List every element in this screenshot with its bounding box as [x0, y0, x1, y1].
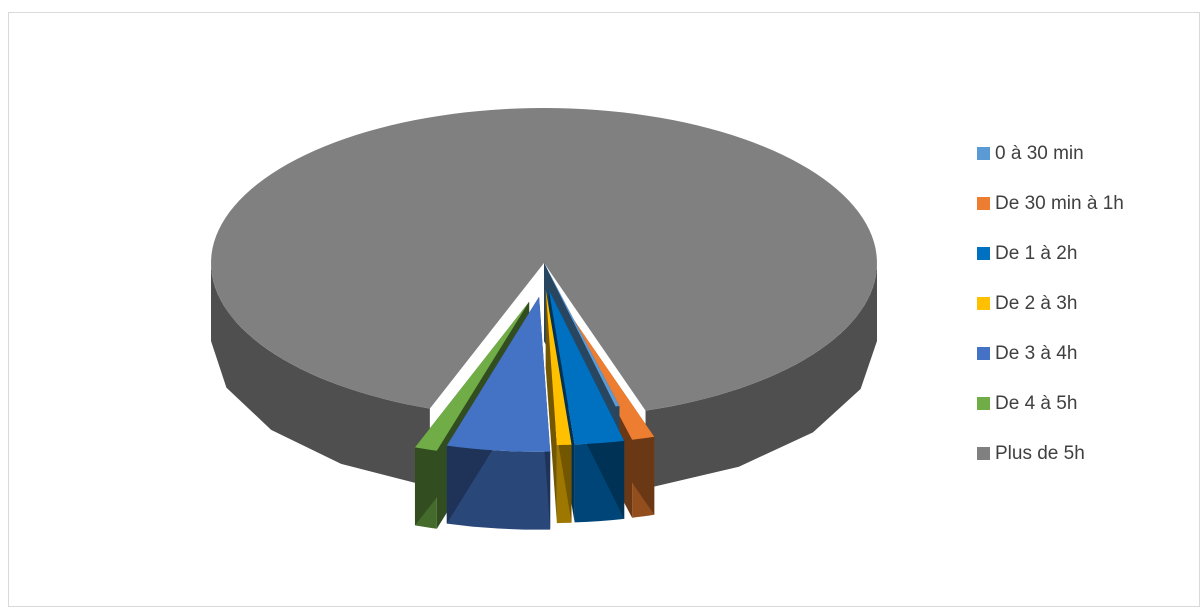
legend-item: De 4 à 5h: [977, 391, 1124, 416]
legend-label: De 2 à 3h: [995, 293, 1078, 314]
legend-item: De 1 à 2h: [977, 241, 1124, 266]
legend: 0 à 30 min De 30 min à 1h De 1 à 2h De 2 à …: [977, 141, 1124, 491]
legend-label: 0 à 30 min: [995, 143, 1084, 164]
legend-swatch: [977, 297, 990, 310]
pie-slice-6: [211, 108, 877, 489]
legend-item: De 2 à 3h: [977, 291, 1124, 316]
legend-swatch: [977, 197, 990, 210]
legend-label: De 3 à 4h: [995, 343, 1078, 364]
legend-swatch: [977, 347, 990, 360]
legend-item: Plus de 5h: [977, 441, 1124, 466]
legend-item: 0 à 30 min: [977, 141, 1124, 166]
legend-label: De 1 à 2h: [995, 243, 1078, 264]
legend-swatch: [977, 147, 990, 160]
legend-swatch: [977, 447, 990, 460]
legend-label: De 4 à 5h: [995, 393, 1078, 414]
pie-chart: [211, 108, 877, 530]
pie-slice-4: [446, 296, 551, 530]
legend-label: De 30 min à 1h: [995, 193, 1124, 214]
legend-item: De 3 à 4h: [977, 341, 1124, 366]
legend-label: Plus de 5h: [995, 443, 1085, 464]
chart-area: 0 à 30 min De 30 min à 1h De 1 à 2h De 2 à …: [8, 12, 1200, 607]
pie-slice-3: [545, 290, 572, 524]
legend-swatch: [977, 247, 990, 260]
legend-swatch: [977, 397, 990, 410]
legend-item: De 30 min à 1h: [977, 191, 1124, 216]
